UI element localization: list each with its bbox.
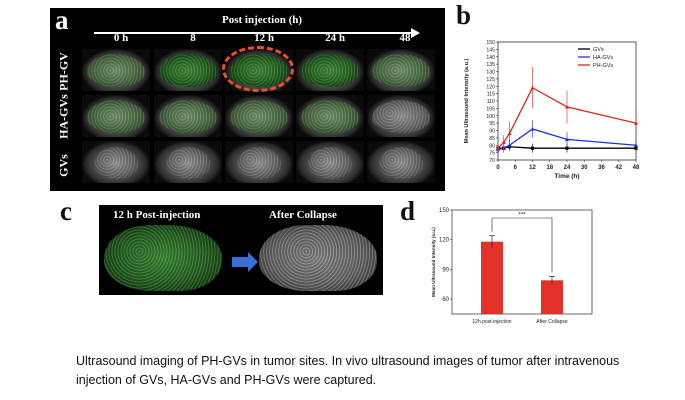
us-image-ph-48h [367, 49, 435, 91]
data-point [565, 146, 569, 150]
us-image-ha-24h [296, 95, 364, 137]
data-point [634, 121, 638, 125]
collapse-arrow [232, 252, 258, 272]
data-point [565, 137, 569, 141]
y-tick-label: 85 [489, 136, 495, 142]
bar-0 [481, 241, 503, 314]
significance-bracket [491, 217, 553, 273]
y-tick-label: 90 [442, 267, 449, 273]
data-point [507, 131, 512, 136]
x-tick-label: 24 [564, 165, 571, 171]
us-image-ph-0h [82, 49, 150, 91]
panel-d-letter: d [400, 196, 416, 226]
y-axis-label: Mean Ultrasound Intensity (a.u.) [464, 58, 470, 143]
y-tick-label: 115 [487, 92, 495, 98]
y-axis-label: Mean Ultrasound Intensity (a.u.) [431, 227, 436, 297]
plot-frame [451, 209, 593, 315]
time-label-8h: 8 [190, 32, 196, 44]
x-tick-label: 12 [529, 165, 536, 171]
us-image-gv-24h [296, 141, 364, 183]
x-tick-label: 18 [546, 165, 553, 171]
x-tick-label: 42 [615, 165, 622, 171]
legend-label-PH-GVs: PH-GVs [593, 63, 613, 69]
y-tick-label: 110 [487, 99, 495, 105]
us-image-post-injection [104, 225, 222, 291]
y-tick-label: 130 [486, 70, 495, 76]
y-tick-label: 90 [489, 129, 495, 135]
x-tick-label: 30 [581, 165, 588, 171]
panel-c-left-label: 12 h Post-injection [113, 209, 201, 221]
y-tick-label: 125 [486, 77, 495, 83]
time-label-0h: 0 h [113, 32, 129, 44]
y-tick-label: 120 [486, 84, 495, 90]
y-tick-label: 105 [486, 106, 495, 112]
x-axis-label: Time (h) [554, 173, 579, 180]
y-tick-label: 150 [439, 208, 450, 214]
data-point [565, 104, 569, 109]
us-image-after-collapse [259, 225, 377, 291]
y-tick-label: 150 [486, 40, 495, 46]
time-label-24h: 24 h [325, 32, 345, 44]
data-point [634, 143, 638, 147]
data-point [530, 85, 535, 90]
us-image-ph-24h [296, 49, 364, 91]
us-image-gv-8h [154, 141, 222, 183]
row-label-gvs: GVs [56, 154, 71, 177]
us-image-gv-12h [225, 141, 293, 183]
us-image-ha-12h [225, 95, 293, 137]
y-tick-label: 145 [486, 47, 495, 53]
category-label: After Collapse [536, 319, 568, 325]
data-point [530, 127, 535, 131]
y-tick-label: 80 [489, 143, 495, 149]
line-chart-svg: 7075808590951001051101151201251301351401… [464, 40, 640, 180]
significance-marker: *** [518, 213, 526, 219]
category-label: 12h post-injection [472, 319, 511, 325]
panel-b-letter: b [456, 0, 472, 30]
bar-chart-svg: 60 90 120 150 Mean Ultrasound Intensity (a.u… [431, 208, 593, 325]
bar-1 [541, 280, 563, 314]
panel-a-image-grid: a Post injection (h) 0 h 8 12 h 24 h 48 … [50, 5, 445, 191]
legend-label-HA-GVs: HA-GVs [593, 55, 613, 61]
us-image-gv-48h [367, 141, 435, 183]
y-tick-label: 120 [439, 238, 450, 244]
panel-d-bar-chart: 60 90 120 150 Mean Ultrasound Intensity (a.u… [430, 202, 600, 340]
y-tick-label: 100 [486, 114, 495, 120]
panel-a-letter: a [55, 5, 69, 35]
panel-c-image: 12 h Post-injection After Collapse [99, 205, 383, 295]
figure-caption: Ultrasound imaging of PH-GVs in tumor si… [76, 354, 620, 387]
legend-label-GVs: GVs [593, 47, 604, 53]
x-tick-label: 0 [496, 165, 500, 171]
time-label-12h: 12 h [254, 32, 274, 44]
y-tick-label: 140 [486, 55, 495, 61]
data-point [501, 140, 506, 144]
y-tick-label: 75 [489, 151, 495, 157]
panel-b-line-chart: 70 75 80 85 90 95 100 105 110 115 120 125 130 135 140 1… [458, 36, 642, 186]
post-injection-arrow [94, 28, 420, 38]
us-image-ha-48h [367, 95, 435, 137]
y-tick-label: 70 [489, 158, 495, 164]
data-point [530, 146, 535, 150]
us-image-ph-8h [154, 49, 222, 91]
x-tick-label: 6 [514, 165, 518, 171]
x-tick-label: 36 [598, 165, 605, 171]
x-tick-label: 48 [633, 165, 640, 171]
post-injection-header: Post injection (h) [222, 14, 303, 26]
panel-c-letter: c [60, 196, 72, 226]
y-tick-label: 95 [489, 121, 495, 127]
y-tick-label: 60 [442, 297, 449, 303]
highlight-ellipse [222, 46, 294, 92]
us-image-ha-8h [154, 95, 222, 137]
data-point [496, 146, 500, 150]
us-image-ha-0h [82, 95, 150, 137]
y-tick-label: 135 [486, 62, 495, 68]
time-label-48h: 48 [399, 32, 411, 44]
panel-c-right-label: After Collapse [269, 209, 337, 221]
us-image-gv-0h [82, 141, 150, 183]
